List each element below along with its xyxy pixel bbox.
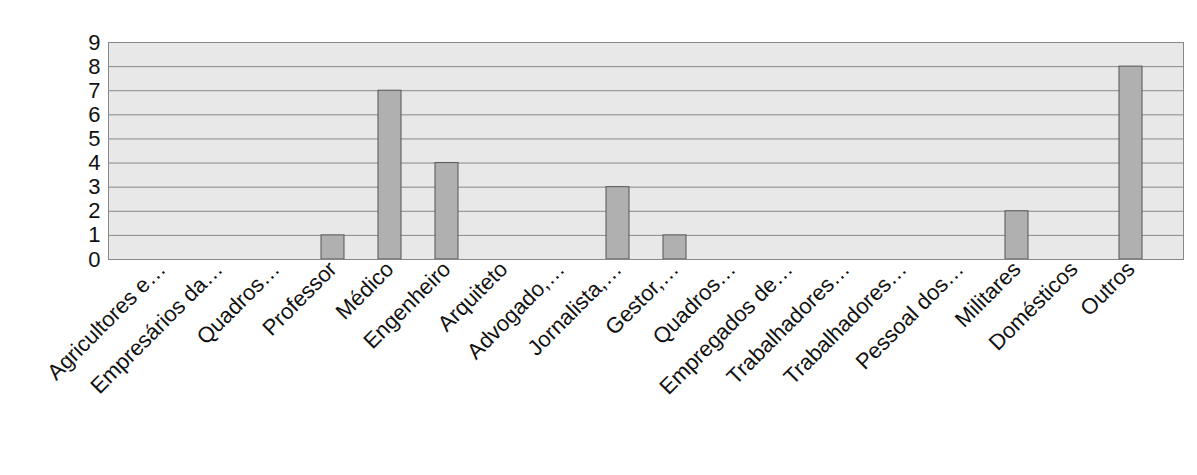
svg-text:Advogado,…: Advogado,… [462,256,570,364]
svg-text:Gestor,…: Gestor,… [600,256,684,340]
svg-text:4: 4 [88,150,100,175]
svg-text:9: 9 [88,30,100,55]
svg-text:Trabalhadores…: Trabalhadores… [721,256,855,390]
svg-text:Engenheiro: Engenheiro [358,256,455,353]
svg-text:Pessoal dos…: Pessoal dos… [850,256,969,375]
svg-text:Médico: Médico [330,256,399,325]
svg-text:1: 1 [88,222,100,247]
svg-text:0: 0 [88,247,100,272]
svg-text:3: 3 [88,174,100,199]
svg-text:Quadros…: Quadros… [191,256,285,350]
svg-text:Militares: Militares [949,256,1026,332]
svg-text:Outros: Outros [1075,256,1139,320]
svg-text:Agricultores e…: Agricultores e… [42,256,171,385]
svg-text:Arquiteto: Arquiteto [432,256,513,337]
svg-text:6: 6 [88,102,100,127]
svg-text:Domésticos: Domésticos [984,256,1083,355]
svg-text:8: 8 [88,54,100,79]
svg-text:Empregados de…: Empregados de… [654,256,798,400]
svg-text:Empresários da…: Empresários da… [85,256,228,399]
svg-text:2: 2 [88,198,100,223]
svg-text:5: 5 [88,126,100,151]
svg-text:Professor: Professor [257,256,341,340]
svg-text:Jornalista,…: Jornalista,… [522,256,626,360]
svg-text:7: 7 [88,78,100,103]
svg-text:Quadros…: Quadros… [647,256,741,350]
